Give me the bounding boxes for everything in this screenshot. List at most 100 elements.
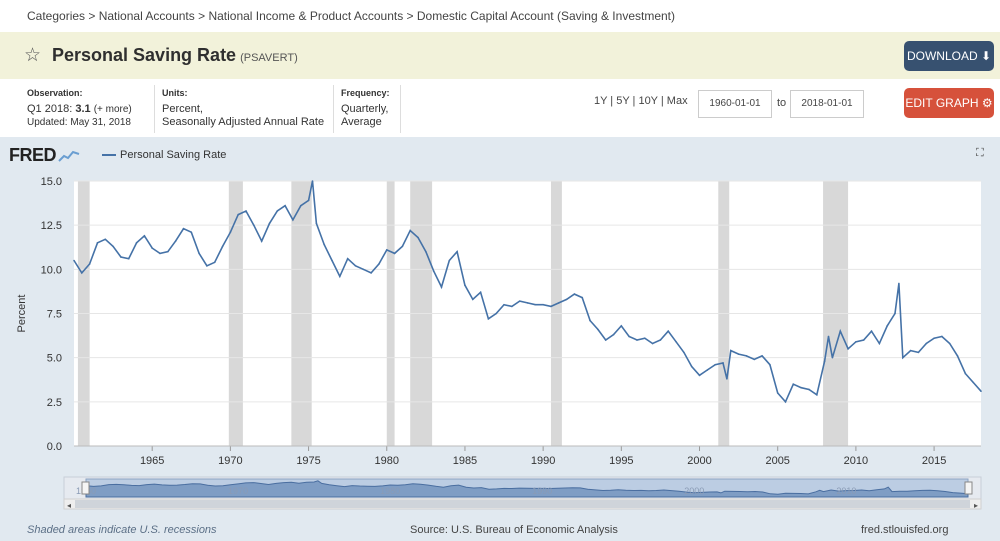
page-title: Personal Saving Rate (PSAVERT): [52, 45, 298, 65]
y-tick-label: 10.0: [41, 264, 62, 276]
y-tick-label: 5.0: [47, 353, 62, 365]
data-point: [855, 340, 857, 343]
data-point: [104, 238, 107, 241]
title-bar: ☆ Personal Saving Rate (PSAVERT): [0, 32, 1000, 79]
data-point: [690, 365, 693, 368]
data-point: [487, 318, 490, 320]
data-point: [898, 282, 900, 285]
data-point: [964, 372, 967, 375]
data-point: [597, 328, 599, 331]
data-point: [385, 249, 388, 251]
data-point: [378, 263, 380, 265]
data-point: [229, 231, 232, 234]
data-point: [370, 272, 372, 274]
gear-icon: ⚙: [981, 96, 993, 110]
data-point: [909, 349, 912, 352]
observation-block: Observation: Q1 2018: 3.1 (+ more) Updat…: [27, 88, 132, 128]
data-point: [620, 325, 623, 327]
period-selector[interactable]: 1Y | 5Y | 10Y | Max: [594, 95, 688, 107]
star-icon[interactable]: ☆: [24, 45, 42, 66]
end-date-input[interactable]: 2018-01-01: [790, 90, 864, 118]
source-note: Source: U.S. Bureau of Economic Analysis: [410, 524, 618, 536]
data-point: [401, 245, 404, 248]
y-tick-label: 12.5: [41, 220, 62, 232]
y-tick-label: 7.5: [47, 309, 62, 321]
scroll-left-arrow[interactable]: ◂: [67, 501, 71, 510]
navigator-left-handle[interactable]: [81, 481, 90, 495]
scroll-right-arrow[interactable]: ▸: [974, 501, 978, 510]
data-point: [182, 227, 185, 230]
data-point: [612, 333, 615, 336]
more-link[interactable]: (+ more): [93, 103, 132, 115]
divider: [400, 85, 401, 133]
data-point: [346, 257, 349, 260]
navigator-tick-label: 1980: [380, 486, 400, 496]
data-point: [96, 242, 99, 244]
data-point: [81, 272, 83, 274]
data-point: [769, 363, 771, 366]
breadcrumb[interactable]: Categories > National Accounts > Nationa…: [0, 0, 1000, 32]
fullscreen-icon[interactable]: ⛶: [976, 147, 984, 159]
data-point: [112, 245, 114, 248]
data-point: [628, 335, 630, 338]
data-point: [425, 250, 427, 253]
y-tick-label: 15.0: [41, 176, 62, 188]
legend-label: Personal Saving Rate: [120, 149, 227, 161]
x-tick-label: 1980: [375, 455, 399, 467]
data-point: [784, 401, 787, 403]
data-point: [448, 259, 451, 262]
data-point: [206, 265, 208, 267]
data-point: [456, 250, 458, 253]
data-point: [675, 340, 677, 343]
data-point: [636, 339, 638, 341]
data-point: [980, 390, 982, 393]
data-point: [827, 335, 830, 338]
data-point: [659, 339, 662, 341]
info-bar: Observation: Q1 2018: 3.1 (+ more) Updat…: [0, 79, 1000, 137]
data-point: [190, 231, 193, 234]
x-tick-label: 1995: [609, 455, 633, 467]
data-point: [761, 355, 763, 357]
data-point: [589, 319, 591, 322]
data-point: [550, 305, 552, 308]
data-point: [260, 240, 263, 242]
data-point: [722, 362, 724, 364]
data-point: [299, 204, 302, 207]
data-point: [253, 224, 255, 226]
fred-logo[interactable]: FRED: [9, 145, 80, 166]
data-point: [127, 257, 130, 260]
divider: [333, 85, 334, 133]
x-tick-label: 1965: [140, 455, 164, 467]
fred-logo-graph-icon: [58, 151, 80, 162]
data-point: [534, 303, 537, 306]
data-point: [862, 339, 865, 341]
data-point: [941, 335, 943, 338]
units-block: Units: Percent, Seasonally Adjusted Annua…: [162, 88, 325, 128]
data-point: [471, 298, 474, 301]
data-point: [88, 263, 91, 265]
data-point: [565, 298, 568, 301]
site-link[interactable]: fred.stlouisfed.org: [861, 524, 949, 536]
data-point: [440, 286, 443, 288]
data-point: [542, 303, 544, 306]
download-icon: ⬇: [980, 49, 992, 63]
edit-graph-button[interactable]: EDIT GRAPH ⚙: [904, 88, 994, 118]
navigator-right-handle[interactable]: [964, 481, 973, 495]
data-point: [432, 270, 435, 272]
data-point: [808, 388, 810, 391]
start-date-input[interactable]: 1960-01-01: [698, 90, 772, 118]
data-point: [354, 265, 357, 267]
data-point: [714, 363, 716, 366]
data-point: [174, 240, 177, 242]
data-point: [331, 259, 333, 262]
x-tick-label: 1990: [531, 455, 555, 467]
download-button[interactable]: DOWNLOAD ⬇: [904, 41, 994, 71]
x-tick-label: 2010: [844, 455, 868, 467]
data-point: [886, 325, 888, 327]
data-point: [151, 247, 153, 249]
series-code: (PSAVERT): [240, 52, 298, 64]
data-point: [518, 300, 521, 302]
navigator-tick-label: 2000: [684, 486, 704, 496]
data-point: [776, 392, 779, 394]
chart-panel: 0.0 2.5 5.0 7.5 10.0 12.5 15.0 1965 1970 1975 1980…: [0, 137, 1000, 541]
